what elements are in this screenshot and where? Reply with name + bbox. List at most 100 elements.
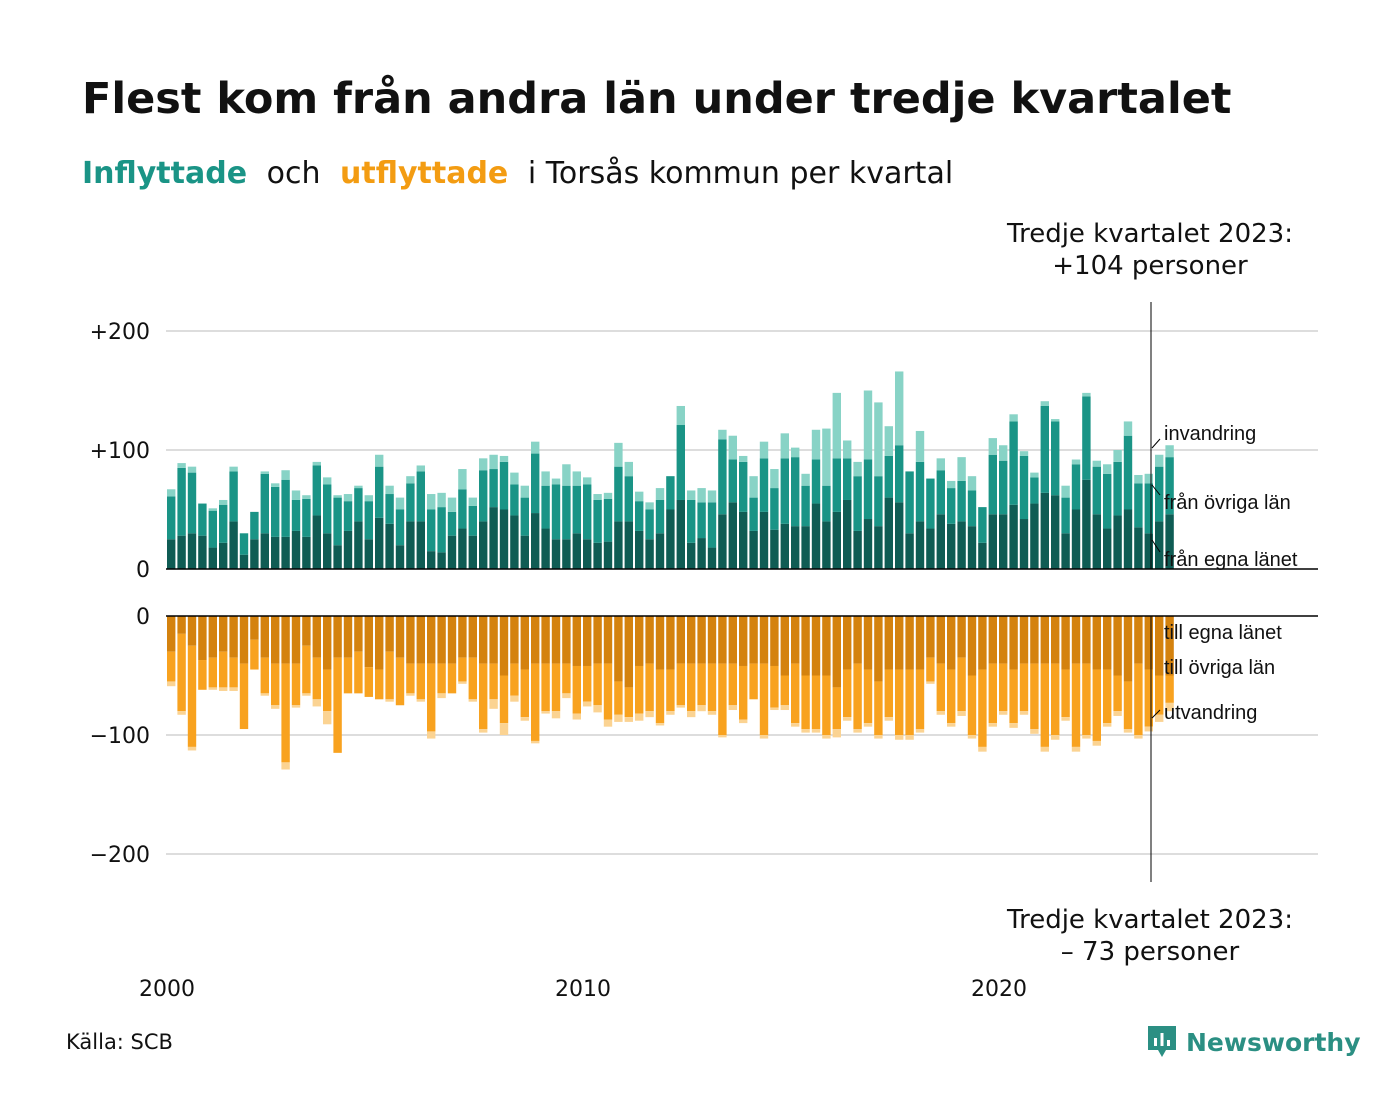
bar-out-own-7 — [239, 616, 249, 664]
bar-out-other-25 — [427, 663, 436, 732]
bar-out-emig-29 — [468, 699, 477, 702]
bar-in-own-96 — [1165, 514, 1174, 569]
bar-out-other-24 — [416, 663, 425, 700]
bar-out-other-44 — [624, 687, 633, 718]
bar-out-emig-50 — [687, 711, 696, 718]
bar-in-immig-58 — [770, 469, 779, 489]
bar-in-immig-17 — [343, 494, 353, 502]
bar-out-emig-0 — [167, 681, 176, 687]
bar-out-emig-4 — [208, 687, 217, 690]
bar-in-own-55 — [739, 511, 748, 569]
bar-in-own-92 — [1123, 509, 1133, 569]
bar-out-own-84 — [1040, 616, 1049, 664]
bar-in-own-90 — [1103, 528, 1112, 569]
bar-out-other-23 — [406, 663, 415, 694]
bar-in-other-60 — [791, 457, 800, 527]
bar-out-other-38 — [562, 663, 571, 694]
bar-out-emig-34 — [520, 717, 529, 721]
bar-in-other-45 — [635, 501, 644, 531]
bar-in-immig-96 — [1165, 445, 1174, 458]
newsworthy-logo-icon — [1148, 1026, 1176, 1057]
bar-out-own-9 — [260, 616, 269, 658]
bar-out-emig-86 — [1061, 717, 1070, 721]
subtitle-and: och — [266, 156, 321, 191]
bar-in-other-44 — [624, 476, 633, 522]
bar-out-emig-38 — [562, 693, 571, 699]
bar-out-other-93 — [1134, 663, 1143, 735]
bar-in-immig-44 — [624, 461, 633, 477]
bar-in-own-73 — [926, 528, 935, 569]
bar-out-other-29 — [468, 657, 477, 700]
bar-out-emig-62 — [811, 729, 821, 733]
bar-out-own-92 — [1123, 616, 1133, 682]
bar-out-emig-74 — [936, 711, 945, 715]
bar-out-other-52 — [707, 663, 717, 712]
bar-in-own-74 — [936, 514, 945, 569]
bar-out-emig-32 — [499, 723, 509, 735]
bar-out-own-55 — [739, 616, 748, 666]
bar-out-own-68 — [874, 616, 883, 682]
bar-in-immig-66 — [853, 461, 862, 477]
bar-in-other-82 — [1019, 455, 1029, 520]
bar-out-own-42 — [603, 616, 613, 664]
bar-in-other-55 — [739, 461, 748, 512]
bar-in-own-22 — [395, 545, 405, 569]
bar-in-other-22 — [395, 509, 405, 546]
bar-in-other-73 — [926, 478, 935, 529]
bar-in-other-11 — [281, 479, 290, 537]
bar-out-other-57 — [759, 663, 769, 735]
bar-out-other-5 — [219, 651, 228, 688]
bar-out-own-93 — [1134, 616, 1143, 664]
bar-in-own-16 — [333, 545, 342, 569]
bar-out-emig-65 — [843, 717, 852, 721]
series-labels: invandring från övriga län från egna län… — [1164, 423, 1298, 724]
bar-in-other-66 — [853, 476, 862, 531]
bar-in-immig-34 — [520, 485, 529, 498]
bar-in-own-84 — [1040, 492, 1049, 569]
bar-out-emig-12 — [291, 705, 301, 708]
bar-in-own-57 — [759, 511, 769, 569]
bar-out-other-63 — [822, 675, 831, 735]
bar-in-other-70 — [895, 445, 904, 503]
annotation-top-line2: +104 personer — [1052, 251, 1248, 281]
bar-out-emig-11 — [281, 762, 290, 770]
bar-in-other-47 — [655, 499, 665, 534]
bar-in-own-94 — [1144, 533, 1153, 569]
bar-out-other-95 — [1155, 675, 1164, 715]
bar-out-own-35 — [531, 616, 540, 664]
annotation-top-line1: Tredje kvartalet 2023: — [1007, 219, 1293, 249]
bar-in-own-71 — [905, 533, 914, 569]
bar-out-emig-48 — [666, 711, 675, 715]
bar-out-own-81 — [1009, 616, 1018, 670]
bar-out-own-90 — [1103, 616, 1112, 670]
bar-in-immig-57 — [759, 441, 769, 459]
bar-in-own-21 — [385, 523, 394, 569]
bar-in-own-8 — [250, 539, 259, 569]
bar-in-immig-2 — [187, 466, 197, 473]
bar-out-emig-87 — [1071, 746, 1081, 752]
bar-out-emig-94 — [1144, 726, 1153, 732]
bar-out-own-15 — [323, 616, 332, 670]
bar-in-immig-18 — [354, 485, 363, 489]
bar-out-own-26 — [437, 616, 446, 664]
bar-out-emig-14 — [312, 699, 321, 707]
bar-in-own-53 — [718, 514, 727, 569]
bar-out-other-19 — [364, 667, 373, 697]
bar-out-other-61 — [801, 675, 810, 730]
bar-in-other-63 — [822, 485, 831, 522]
bar-out-other-66 — [853, 663, 862, 730]
bar-out-emig-33 — [510, 695, 519, 702]
bar-out-emig-2 — [187, 746, 197, 751]
bar-in-immig-23 — [406, 476, 415, 484]
bar-out-own-67 — [863, 616, 873, 670]
bar-in-other-59 — [780, 458, 789, 524]
bar-in-other-85 — [1051, 421, 1060, 496]
bar-out-emig-72 — [915, 729, 925, 733]
bar-out-emig-45 — [635, 713, 644, 721]
bar-out-own-25 — [427, 616, 436, 664]
bar-out-other-70 — [895, 669, 904, 735]
bar-in-immig-29 — [468, 497, 477, 506]
bar-out-emig-54 — [728, 705, 737, 711]
bar-out-emig-77 — [967, 735, 977, 739]
